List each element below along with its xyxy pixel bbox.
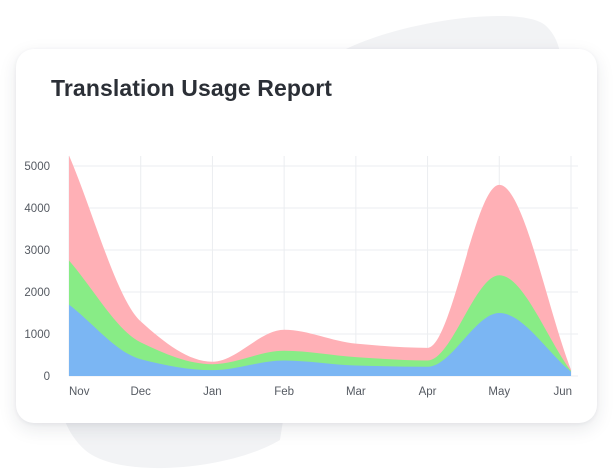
y-axis-ticks: 0 1000 2000 3000 4000 5000 [24, 161, 50, 383]
x-tick-label: Nov [69, 386, 90, 398]
y-tick-label: 4000 [24, 203, 50, 215]
chart-title: Translation Usage Report [51, 75, 333, 101]
series-1-area [69, 304, 571, 376]
x-tick-label: Jun [553, 386, 572, 398]
x-tick-label: Apr [419, 386, 437, 398]
x-tick-label: Feb [274, 386, 294, 398]
y-tick-label: 5000 [24, 161, 50, 173]
x-tick-label: May [488, 386, 510, 398]
x-axis-ticks: Nov Dec Jan Feb Mar Apr May Jun [69, 386, 572, 398]
x-tick-label: Dec [130, 386, 151, 398]
x-tick-label: Jan [203, 386, 222, 398]
y-tick-label: 3000 [24, 245, 50, 257]
y-tick-label: 2000 [24, 287, 50, 299]
y-tick-label: 1000 [24, 329, 50, 341]
area-series [69, 155, 571, 376]
x-tick-label: Mar [346, 386, 366, 398]
y-tick-label: 0 [44, 371, 50, 383]
